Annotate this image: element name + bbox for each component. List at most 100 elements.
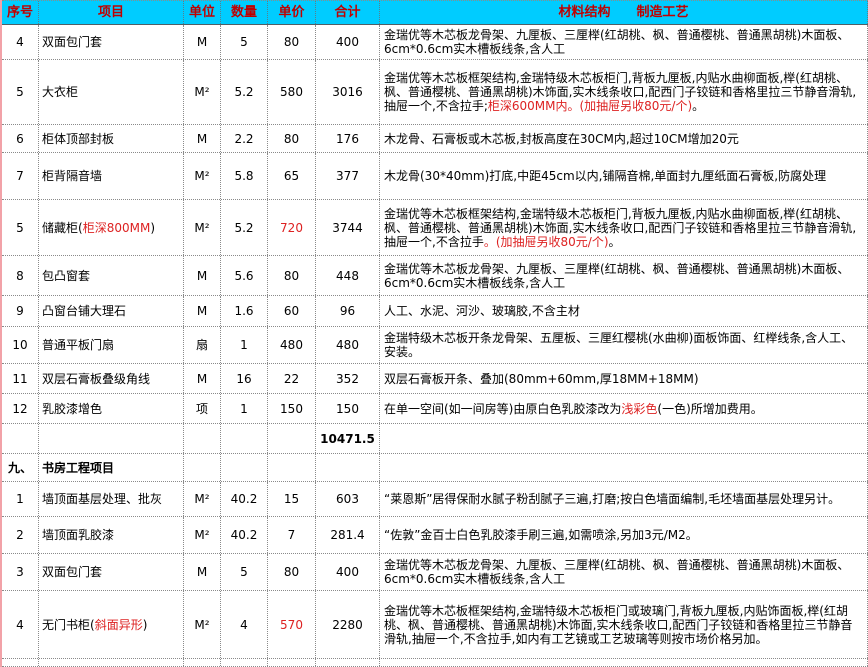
col-header-quantity[interactable]: 数量 <box>221 1 268 24</box>
cell-total[interactable] <box>316 454 380 481</box>
cell-total[interactable]: 281.4 <box>316 517 380 553</box>
cell-materials-process[interactable]: 金瑞特级木芯板开条龙骨架、五厘板、三厘红樱桃(水曲柳)面板饰面、红榉线条,含人工… <box>380 327 868 363</box>
cell-unit-price[interactable]: 570 <box>268 591 316 658</box>
cell-quantity[interactable] <box>221 454 268 481</box>
cell-project[interactable] <box>39 659 184 666</box>
cell-project[interactable]: 墙顶面基层处理、批灰 <box>39 482 184 516</box>
cell-project[interactable]: 无门书柜(斜面异形) <box>39 591 184 658</box>
cell-unit[interactable]: M <box>184 125 221 152</box>
cell-materials-process[interactable]: 金瑞优等木芯板龙骨架、九厘板、三厘榉(红胡桃、枫、普通樱桃、普通黑胡桃)木面板、… <box>380 554 868 590</box>
cell-materials-process[interactable]: 人工、水泥、河沙、玻璃胶,不含主材 <box>380 296 868 326</box>
cell-project[interactable]: 普通平板门扇 <box>39 327 184 363</box>
cell-no[interactable] <box>2 659 39 666</box>
cell-total[interactable]: 150 <box>316 394 380 423</box>
cell-unit-price[interactable]: 15 <box>268 482 316 516</box>
cell-no[interactable]: 5 <box>2 60 39 124</box>
cell-unit-price[interactable]: 80 <box>268 125 316 152</box>
cell-project[interactable]: 大衣柜 <box>39 60 184 124</box>
cell-total[interactable]: 603 <box>316 482 380 516</box>
cell-no[interactable]: 2 <box>2 517 39 553</box>
cell-unit[interactable]: M <box>184 256 221 295</box>
cell-quantity[interactable]: 1 <box>221 327 268 363</box>
cell-materials-process[interactable]: 金瑞优等木芯板框架结构,金瑞特级木芯板柜门,背板九厘板,内贴水曲柳面板,榉(红胡… <box>380 60 868 124</box>
cell-quantity[interactable]: 40.2 <box>221 482 268 516</box>
col-header-total[interactable]: 合计 <box>316 1 380 24</box>
cell-quantity[interactable] <box>221 659 268 666</box>
cell-unit-price[interactable]: 720 <box>268 200 316 255</box>
cell-no[interactable]: 5 <box>2 200 39 255</box>
cell-unit[interactable]: M² <box>184 517 221 553</box>
cell-no[interactable]: 9 <box>2 296 39 326</box>
cell-no[interactable]: 8 <box>2 256 39 295</box>
cell-unit[interactable]: M² <box>184 60 221 124</box>
cell-materials-process[interactable]: “佐敦”金百士白色乳胶漆手刷三遍,如需喷涂,另加3元/M2。 <box>380 517 868 553</box>
cell-unit-price[interactable]: 480 <box>268 327 316 363</box>
cell-materials-process[interactable]: 木龙骨(30*40mm)打底,中距45cm以内,铺隔音棉,单面封九厘纸面石膏板,… <box>380 153 868 199</box>
cell-project[interactable]: 包凸窗套 <box>39 256 184 295</box>
cell-no[interactable]: 3 <box>2 554 39 590</box>
cell-quantity[interactable] <box>221 424 268 453</box>
cell-quantity[interactable]: 5.2 <box>221 200 268 255</box>
cell-total[interactable]: 352 <box>316 364 380 393</box>
cell-total[interactable]: 176 <box>316 125 380 152</box>
cell-project[interactable]: 储藏柜(柜深800MM) <box>39 200 184 255</box>
cell-total[interactable]: 96 <box>316 296 380 326</box>
cell-unit-price[interactable] <box>268 424 316 453</box>
cell-materials-process[interactable]: 金瑞优等木芯板框架结构,金瑞特级木芯板柜门,背板九厘板,内贴水曲柳面板,榉(红胡… <box>380 200 868 255</box>
cell-project[interactable]: 凸窗台铺大理石 <box>39 296 184 326</box>
cell-quantity[interactable]: 1.6 <box>221 296 268 326</box>
cell-total[interactable]: 448 <box>316 256 380 295</box>
cell-unit[interactable]: 项 <box>184 394 221 423</box>
cell-quantity[interactable]: 1 <box>221 394 268 423</box>
cell-unit[interactable]: M² <box>184 482 221 516</box>
col-header-unit-price[interactable]: 单价 <box>268 1 316 24</box>
cell-materials-process[interactable]: 金瑞优等木芯板龙骨架、九厘板、三厘榉(红胡桃、枫、普通樱桃、普通黑胡桃)木面板、… <box>380 256 868 295</box>
cell-project[interactable]: 墙顶面乳胶漆 <box>39 517 184 553</box>
col-header-unit[interactable]: 单位 <box>184 1 221 24</box>
cell-quantity[interactable]: 40.2 <box>221 517 268 553</box>
cell-project[interactable]: 双面包门套 <box>39 25 184 59</box>
cell-project[interactable]: 柜背隔音墙 <box>39 153 184 199</box>
cell-unit-price[interactable]: 22 <box>268 364 316 393</box>
cell-materials-process[interactable]: 双层石膏板开条、叠加(80mm+60mm,厚18MM+18MM) <box>380 364 868 393</box>
cell-unit-price[interactable]: 80 <box>268 554 316 590</box>
cell-total[interactable]: 400 <box>316 554 380 590</box>
cell-materials-process[interactable]: 金瑞优等木芯板框架结构,金瑞特级木芯板柜门或玻璃门,背板九厘板,内贴饰面板,榉(… <box>380 591 868 658</box>
cell-project[interactable] <box>39 424 184 453</box>
cell-unit[interactable] <box>184 424 221 453</box>
cell-unit[interactable]: M² <box>184 153 221 199</box>
cell-total[interactable]: 400 <box>316 25 380 59</box>
cell-quantity[interactable]: 4 <box>221 591 268 658</box>
cell-unit-price[interactable]: 80 <box>268 256 316 295</box>
col-header-materials-process[interactable]: 材料结构 制造工艺 <box>380 1 868 24</box>
cell-materials-process[interactable] <box>380 454 868 481</box>
cell-no[interactable]: 4 <box>2 25 39 59</box>
cell-unit-price[interactable]: 80 <box>268 25 316 59</box>
cell-quantity[interactable]: 16 <box>221 364 268 393</box>
cell-total[interactable]: 3744 <box>316 200 380 255</box>
cell-unit[interactable] <box>184 659 221 666</box>
cell-materials-process[interactable]: 木龙骨、石膏板或木芯板,封板高度在30CM内,超过10CM增加20元 <box>380 125 868 152</box>
cell-quantity[interactable]: 5 <box>221 25 268 59</box>
cell-quantity[interactable]: 5.2 <box>221 60 268 124</box>
cell-materials-process[interactable] <box>380 424 868 453</box>
cell-unit-price[interactable] <box>268 659 316 666</box>
cell-no[interactable]: 6 <box>2 125 39 152</box>
cell-unit[interactable]: 扇 <box>184 327 221 363</box>
cell-materials-process[interactable]: 在单一空间(如一间房等)由原白色乳胶漆改为浅彩色(一色)所增加费用。 <box>380 394 868 423</box>
cell-unit-price[interactable]: 150 <box>268 394 316 423</box>
cell-total[interactable]: 480 <box>316 327 380 363</box>
cell-project[interactable]: 柜体顶部封板 <box>39 125 184 152</box>
cell-unit[interactable]: M <box>184 25 221 59</box>
col-header-no[interactable]: 序号 <box>2 1 39 24</box>
cell-no[interactable]: 4 <box>2 591 39 658</box>
cell-unit[interactable]: M <box>184 364 221 393</box>
cell-unit-price[interactable] <box>268 454 316 481</box>
cell-no[interactable]: 10 <box>2 327 39 363</box>
cell-quantity[interactable]: 2.2 <box>221 125 268 152</box>
cell-quantity[interactable]: 5.8 <box>221 153 268 199</box>
cell-total[interactable] <box>316 659 380 666</box>
cell-unit-price[interactable]: 65 <box>268 153 316 199</box>
cell-no[interactable]: 7 <box>2 153 39 199</box>
cell-unit-price[interactable]: 7 <box>268 517 316 553</box>
